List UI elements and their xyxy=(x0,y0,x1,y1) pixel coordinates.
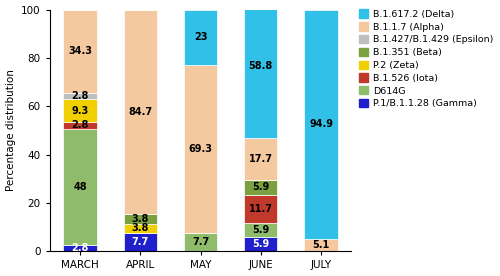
Bar xyxy=(244,137,278,180)
Text: 2.8: 2.8 xyxy=(72,243,88,253)
Text: 5.9: 5.9 xyxy=(252,239,270,249)
Text: 5.9: 5.9 xyxy=(252,182,270,192)
Text: 48: 48 xyxy=(73,182,87,192)
Bar xyxy=(124,224,157,233)
Text: 5.9: 5.9 xyxy=(252,225,270,235)
Text: 94.9: 94.9 xyxy=(309,119,333,129)
Bar xyxy=(244,237,278,251)
Text: 9.3: 9.3 xyxy=(72,105,88,116)
Text: 7.7: 7.7 xyxy=(192,237,209,247)
Text: 11.7: 11.7 xyxy=(249,204,273,214)
Text: 7.7: 7.7 xyxy=(132,237,149,247)
Bar xyxy=(184,65,217,233)
Text: 58.8: 58.8 xyxy=(248,61,273,71)
Bar xyxy=(184,233,217,251)
Bar xyxy=(64,10,96,92)
Bar xyxy=(64,99,96,122)
Text: 2.8: 2.8 xyxy=(72,120,88,130)
Bar xyxy=(64,122,96,129)
Bar xyxy=(124,10,157,214)
Bar xyxy=(124,214,157,224)
Bar xyxy=(244,195,278,223)
Bar xyxy=(64,245,96,251)
Text: 34.3: 34.3 xyxy=(68,46,92,56)
Bar xyxy=(244,223,278,237)
Text: 3.8: 3.8 xyxy=(132,223,149,233)
Legend: B.1.617.2 (Delta), B.1.1.7 (Alpha), B.1.427/B.1.429 (Epsilon), B.1.351 (Beta), P: B.1.617.2 (Delta), B.1.1.7 (Alpha), B.1.… xyxy=(359,9,494,108)
Bar xyxy=(64,129,96,245)
Text: 84.7: 84.7 xyxy=(128,107,152,117)
Bar xyxy=(304,239,338,251)
Y-axis label: Percentage distribution: Percentage distribution xyxy=(6,70,16,192)
Text: 5.1: 5.1 xyxy=(312,240,330,250)
Text: 3.8: 3.8 xyxy=(132,214,149,224)
Bar xyxy=(304,10,338,239)
Text: 17.7: 17.7 xyxy=(249,154,273,164)
Text: 69.3: 69.3 xyxy=(188,144,212,154)
Bar xyxy=(184,10,217,65)
Bar xyxy=(244,180,278,195)
Bar xyxy=(64,92,96,99)
Text: 2.8: 2.8 xyxy=(72,91,88,101)
Bar xyxy=(124,233,157,251)
Text: 23: 23 xyxy=(194,32,207,43)
Bar xyxy=(244,0,278,137)
